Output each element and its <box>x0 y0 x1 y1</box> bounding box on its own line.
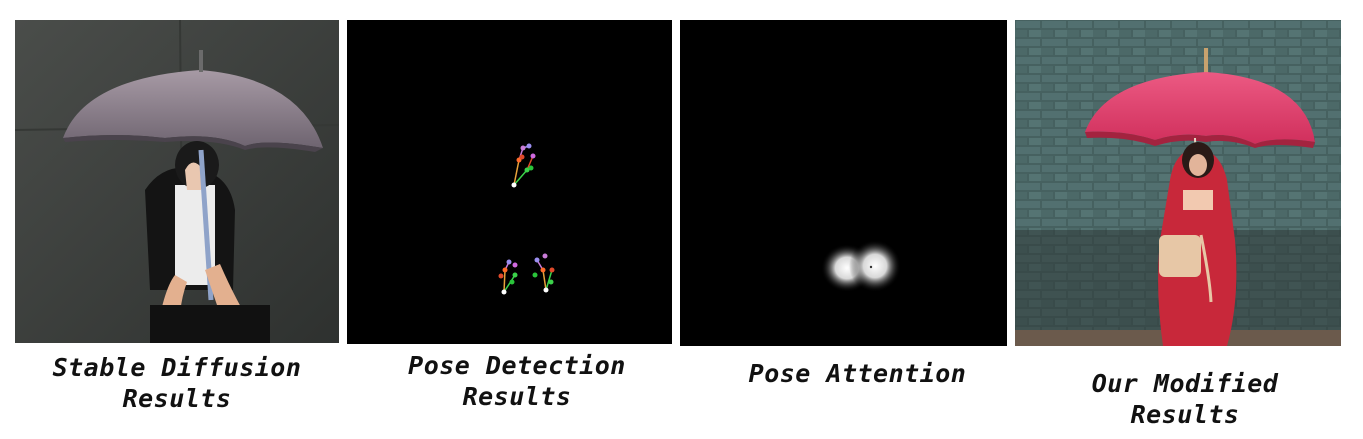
caption-pose-detection: Pose Detection Results <box>347 350 687 412</box>
caption-line: Results <box>462 382 572 411</box>
caption-line: Results <box>122 384 232 413</box>
hand-keypoints-bottom-right <box>532 253 555 293</box>
caption-stable-diffusion: Stable Diffusion Results <box>15 352 339 414</box>
pose-attention-image <box>680 20 1007 346</box>
caption-line: Results <box>1130 400 1240 429</box>
caption-line: Pose Attention <box>748 359 967 388</box>
caption-line: Pose Detection <box>408 351 626 380</box>
hand-keypoints-bottom-left <box>498 259 518 295</box>
pose-detection-image <box>347 20 672 344</box>
caption-line: Our Modified <box>1091 369 1279 398</box>
modified-result-image <box>1015 20 1341 346</box>
caption-line: Stable Diffusion <box>52 353 302 382</box>
caption-pose-attention: Pose Attention <box>680 358 1035 389</box>
caption-modified: Our Modified Results <box>1015 368 1355 430</box>
stable-diffusion-image <box>15 20 339 343</box>
hand-keypoints-top <box>511 143 536 188</box>
